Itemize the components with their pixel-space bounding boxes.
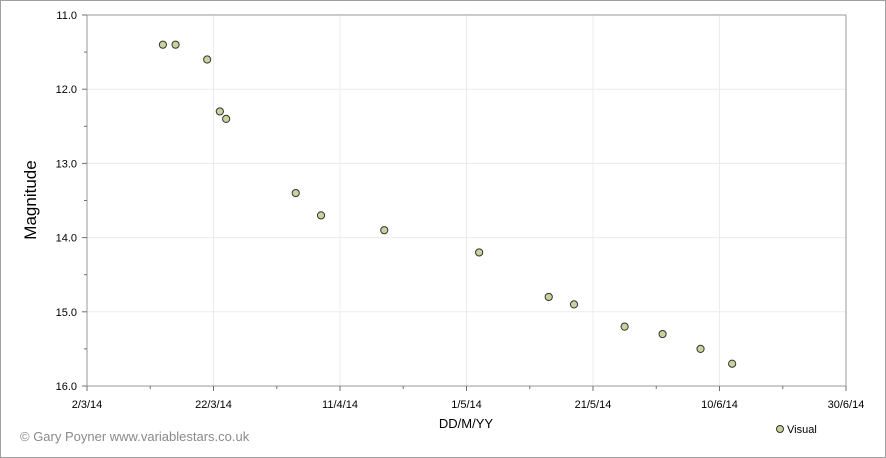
data-point [158,40,167,49]
data-point [620,322,629,331]
data-point [215,107,224,116]
y-tick-label: 14.0 [56,233,77,245]
y-tick-label: 12.0 [56,84,77,96]
y-tick-label: 11.0 [56,10,77,22]
legend: Visual [776,424,817,436]
data-point [316,211,326,220]
y-tick-label: 13.0 [56,158,77,170]
data-point [696,344,705,353]
legend-label-visual: Visual [787,424,817,436]
y-axis-label: Magnitude [21,160,40,239]
x-tick-label: 30/6/14 [828,399,865,411]
y-tick-label: 15.0 [56,307,77,319]
data-point [203,55,212,64]
data-point [544,292,553,302]
data-point [569,300,579,309]
data-point [380,226,389,235]
grid [86,14,847,387]
x-tick-label: 2/3/14 [72,399,103,411]
x-tick-label: 21/5/14 [575,399,612,411]
legend-marker [776,425,784,433]
x-axis-label: DD/M/YY [439,416,494,431]
x-tick-label: 22/3/14 [195,399,232,411]
copyright-text: © Gary Poyner www.variablestars.co.uk [20,429,250,444]
y-tick-label: 16.0 [56,381,77,393]
data-points [158,40,737,368]
data-point [475,248,484,257]
data-point [222,114,231,123]
x-tick-labels: 2/3/14 22/3/14 11/4/14 1/5/14 21/5/14 10/6/14… [72,399,865,411]
x-tick-label: 1/5/14 [451,399,482,411]
y-tick-labels: 11.0 12.0 13.0 14.0 15.0 16.0 [56,10,77,393]
axis-ticks [82,14,847,391]
x-tick-label: 10/6/14 [701,399,738,411]
data-point [658,329,667,339]
x-tick-label: 11/4/14 [322,399,358,411]
data-point [728,359,737,368]
data-point [171,40,180,49]
data-point [291,188,300,198]
